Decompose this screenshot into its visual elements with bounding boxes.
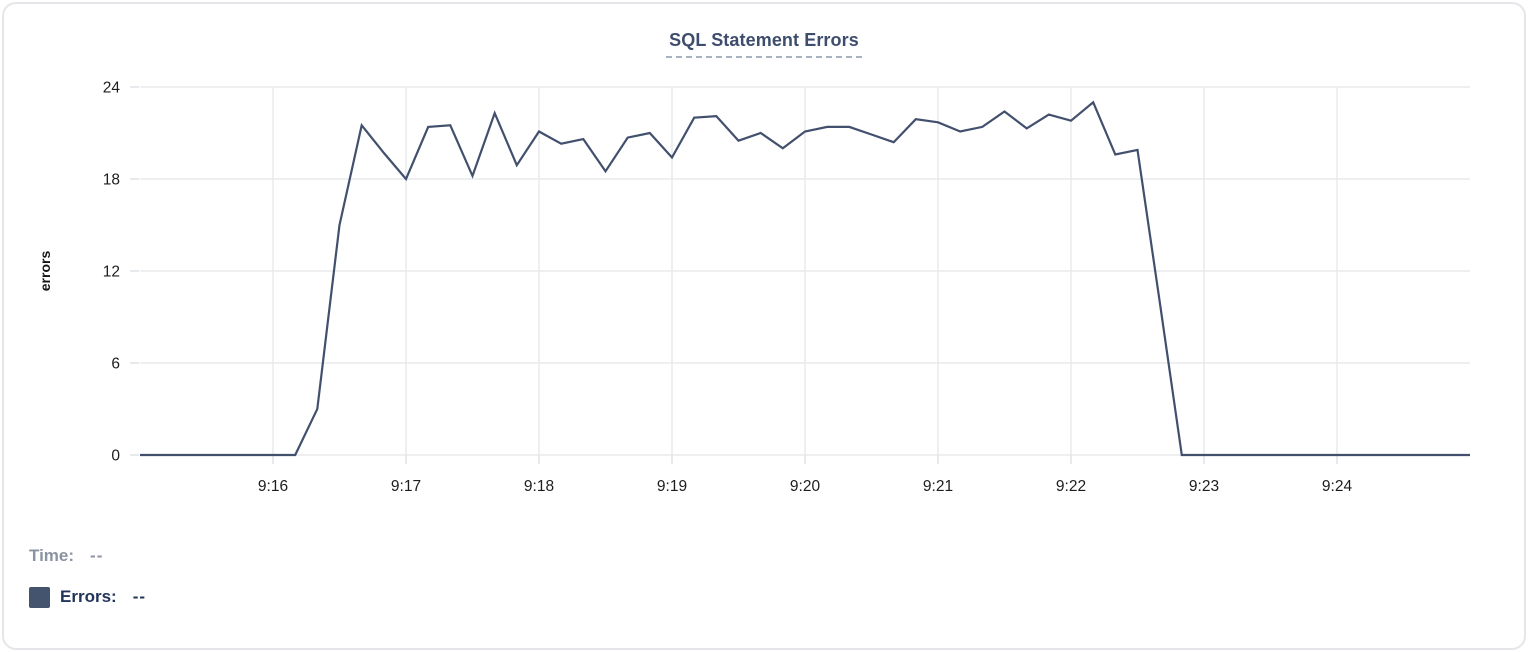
chart-header: SQL Statement Errors [4, 30, 1524, 64]
errors-series-swatch [29, 586, 50, 608]
x-tick-label: 9:24 [1322, 478, 1353, 495]
y-axis-title: errors [37, 251, 53, 292]
x-tick-labels: 9:16 9:17 9:18 9:19 9:20 9:21 9:22 9:23 9:24 [258, 478, 1353, 495]
axis-ticks [130, 86, 1338, 464]
y-tick-label: 12 [103, 264, 120, 281]
errors-line-chart[interactable]: 9:16 9:17 9:18 9:19 9:20 9:21 9:22 9:23 9:24 0 6 12… [4, 65, 1524, 517]
chart-title: SQL Statement Errors [666, 30, 862, 58]
y-tick-label: 0 [111, 448, 120, 465]
legend-time-value: -- [90, 546, 104, 565]
chart-legend: Time: -- Errors: -- [29, 545, 1524, 608]
x-tick-label: 9:17 [391, 478, 421, 495]
legend-errors-label: Errors: [60, 587, 117, 606]
y-tick-labels: 0 6 12 18 24 [103, 80, 121, 465]
x-tick-label: 9:18 [524, 478, 554, 495]
legend-row-errors[interactable]: Errors: -- [29, 586, 1524, 608]
x-tick-label: 9:21 [923, 478, 953, 495]
x-tick-label: 9:19 [657, 478, 687, 495]
y-tick-label: 6 [111, 356, 120, 373]
legend-time-label: Time: [29, 546, 75, 565]
legend-errors-value: -- [132, 587, 147, 606]
y-tick-label: 18 [103, 172, 120, 189]
series-line-errors [140, 100, 1470, 457]
x-tick-label: 9:23 [1189, 478, 1219, 495]
x-tick-label: 9:20 [790, 478, 821, 495]
x-tick-label: 9:22 [1056, 478, 1086, 495]
x-tick-label: 9:16 [258, 478, 288, 495]
legend-row-time: Time: -- [29, 545, 1524, 567]
y-tick-label: 24 [103, 80, 121, 97]
